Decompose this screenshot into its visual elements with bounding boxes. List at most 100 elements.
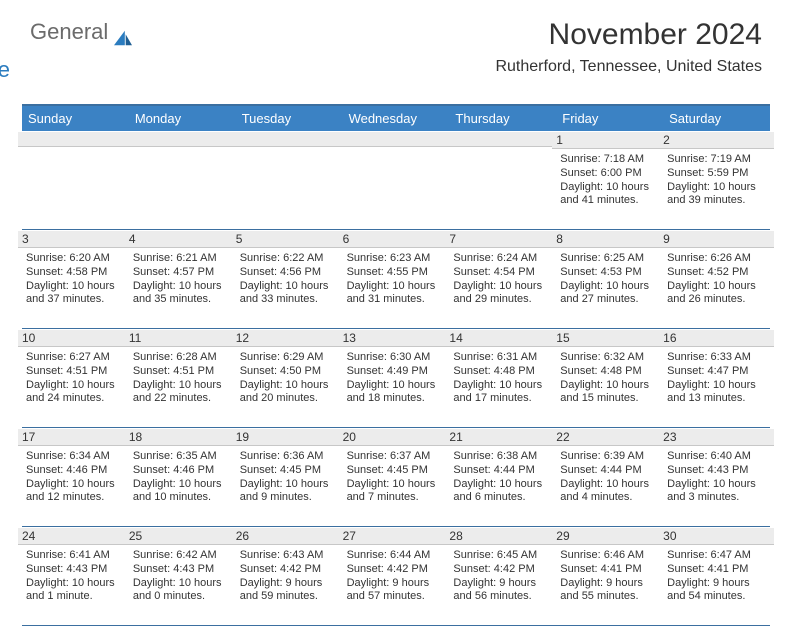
sunset-text: Sunset: 4:52 PM [667, 266, 766, 280]
sunset-text: Sunset: 4:56 PM [240, 266, 339, 280]
day-number: 21 [445, 428, 560, 446]
calendar-cell-empty [343, 151, 450, 229]
day-number: 5 [232, 230, 347, 248]
day-number: 26 [232, 527, 347, 545]
day-number [445, 131, 560, 147]
sunrise-text: Sunrise: 6:36 AM [240, 450, 339, 464]
week-row: Sunrise: 7:18 AMSunset: 6:00 PMDaylight:… [22, 151, 770, 230]
sunset-text: Sunset: 4:51 PM [133, 365, 232, 379]
daylight-text: Daylight: 10 hours and 31 minutes. [347, 280, 446, 308]
sunset-text: Sunset: 4:53 PM [560, 266, 659, 280]
week-number-row: 10111213141516 [22, 329, 770, 349]
sunrise-text: Sunrise: 6:45 AM [453, 549, 552, 563]
sunset-text: Sunset: 4:46 PM [133, 464, 232, 478]
daylight-text: Daylight: 10 hours and 17 minutes. [453, 379, 552, 407]
calendar-cell: Sunrise: 6:34 AMSunset: 4:46 PMDaylight:… [22, 448, 129, 526]
sunrise-text: Sunrise: 6:23 AM [347, 252, 446, 266]
daylight-text: Daylight: 9 hours and 54 minutes. [667, 577, 766, 605]
sunrise-text: Sunrise: 6:44 AM [347, 549, 446, 563]
sunset-text: Sunset: 4:44 PM [560, 464, 659, 478]
daylight-text: Daylight: 9 hours and 55 minutes. [560, 577, 659, 605]
day-number: 8 [552, 230, 667, 248]
sunset-text: Sunset: 4:50 PM [240, 365, 339, 379]
daylight-text: Daylight: 10 hours and 1 minute. [26, 577, 125, 605]
day-number: 12 [232, 329, 347, 347]
calendar-cell: Sunrise: 6:46 AMSunset: 4:41 PMDaylight:… [556, 547, 663, 625]
sunrise-text: Sunrise: 6:43 AM [240, 549, 339, 563]
calendar-cell: Sunrise: 6:47 AMSunset: 4:41 PMDaylight:… [663, 547, 770, 625]
sunset-text: Sunset: 4:41 PM [667, 563, 766, 577]
daylight-text: Daylight: 10 hours and 22 minutes. [133, 379, 232, 407]
daylight-text: Daylight: 9 hours and 59 minutes. [240, 577, 339, 605]
sunrise-text: Sunrise: 6:33 AM [667, 351, 766, 365]
day-number: 27 [339, 527, 454, 545]
day-number: 4 [125, 230, 240, 248]
calendar-cell: Sunrise: 6:38 AMSunset: 4:44 PMDaylight:… [449, 448, 556, 526]
day-number: 23 [659, 428, 774, 446]
calendar-cell: Sunrise: 6:29 AMSunset: 4:50 PMDaylight:… [236, 349, 343, 427]
calendar-cell: Sunrise: 6:26 AMSunset: 4:52 PMDaylight:… [663, 250, 770, 328]
sunrise-text: Sunrise: 6:21 AM [133, 252, 232, 266]
week-row: Sunrise: 6:20 AMSunset: 4:58 PMDaylight:… [22, 250, 770, 329]
sunrise-text: Sunrise: 6:41 AM [26, 549, 125, 563]
daylight-text: Daylight: 10 hours and 37 minutes. [26, 280, 125, 308]
daylight-text: Daylight: 10 hours and 3 minutes. [667, 478, 766, 506]
day-number: 15 [552, 329, 667, 347]
sunrise-text: Sunrise: 6:28 AM [133, 351, 232, 365]
calendar-cell: Sunrise: 6:27 AMSunset: 4:51 PMDaylight:… [22, 349, 129, 427]
sunset-text: Sunset: 4:47 PM [667, 365, 766, 379]
sunrise-text: Sunrise: 6:20 AM [26, 252, 125, 266]
day-number: 29 [552, 527, 667, 545]
calendar-cell: Sunrise: 7:18 AMSunset: 6:00 PMDaylight:… [556, 151, 663, 229]
weekday-header: Saturday [663, 106, 770, 131]
sunset-text: Sunset: 4:54 PM [453, 266, 552, 280]
sunset-text: Sunset: 4:42 PM [240, 563, 339, 577]
day-number: 2 [659, 131, 774, 149]
sunset-text: Sunset: 4:51 PM [26, 365, 125, 379]
sunset-text: Sunset: 4:42 PM [347, 563, 446, 577]
daylight-text: Daylight: 10 hours and 24 minutes. [26, 379, 125, 407]
calendar-cell-empty [236, 151, 343, 229]
calendar-cell: Sunrise: 6:25 AMSunset: 4:53 PMDaylight:… [556, 250, 663, 328]
day-number: 16 [659, 329, 774, 347]
sunrise-text: Sunrise: 6:42 AM [133, 549, 232, 563]
daylight-text: Daylight: 10 hours and 10 minutes. [133, 478, 232, 506]
sunset-text: Sunset: 4:49 PM [347, 365, 446, 379]
sunset-text: Sunset: 4:48 PM [560, 365, 659, 379]
day-number: 6 [339, 230, 454, 248]
calendar-cell: Sunrise: 6:42 AMSunset: 4:43 PMDaylight:… [129, 547, 236, 625]
sunrise-text: Sunrise: 6:40 AM [667, 450, 766, 464]
sunrise-text: Sunrise: 6:46 AM [560, 549, 659, 563]
sunset-text: Sunset: 4:45 PM [240, 464, 339, 478]
day-number: 25 [125, 527, 240, 545]
daylight-text: Daylight: 10 hours and 20 minutes. [240, 379, 339, 407]
week-number-row: 12 [22, 131, 770, 151]
header: November 2024 Rutherford, Tennessee, Uni… [495, 18, 762, 76]
sunset-text: Sunset: 4:58 PM [26, 266, 125, 280]
sunrise-text: Sunrise: 6:30 AM [347, 351, 446, 365]
day-number: 13 [339, 329, 454, 347]
brand-line2: Blue [0, 60, 44, 80]
day-number: 17 [18, 428, 133, 446]
week-number-row: 24252627282930 [22, 527, 770, 547]
daylight-text: Daylight: 10 hours and 39 minutes. [667, 181, 766, 209]
calendar-cell: Sunrise: 6:30 AMSunset: 4:49 PMDaylight:… [343, 349, 450, 427]
daylight-text: Daylight: 10 hours and 33 minutes. [240, 280, 339, 308]
daylight-text: Daylight: 10 hours and 41 minutes. [560, 181, 659, 209]
daylight-text: Daylight: 10 hours and 13 minutes. [667, 379, 766, 407]
calendar-cell: Sunrise: 6:22 AMSunset: 4:56 PMDaylight:… [236, 250, 343, 328]
sunrise-text: Sunrise: 6:37 AM [347, 450, 446, 464]
calendar-cell: Sunrise: 6:24 AMSunset: 4:54 PMDaylight:… [449, 250, 556, 328]
sunrise-text: Sunrise: 6:38 AM [453, 450, 552, 464]
page-subtitle: Rutherford, Tennessee, United States [495, 58, 762, 76]
sunset-text: Sunset: 4:44 PM [453, 464, 552, 478]
weekday-header-row: SundayMondayTuesdayWednesdayThursdayFrid… [22, 106, 770, 131]
daylight-text: Daylight: 10 hours and 4 minutes. [560, 478, 659, 506]
sunset-text: Sunset: 4:48 PM [453, 365, 552, 379]
page-title: November 2024 [495, 18, 762, 52]
sunset-text: Sunset: 4:46 PM [26, 464, 125, 478]
calendar-cell-empty [449, 151, 556, 229]
weekday-header: Sunday [22, 106, 129, 131]
sunrise-text: Sunrise: 7:19 AM [667, 153, 766, 167]
daylight-text: Daylight: 10 hours and 6 minutes. [453, 478, 552, 506]
